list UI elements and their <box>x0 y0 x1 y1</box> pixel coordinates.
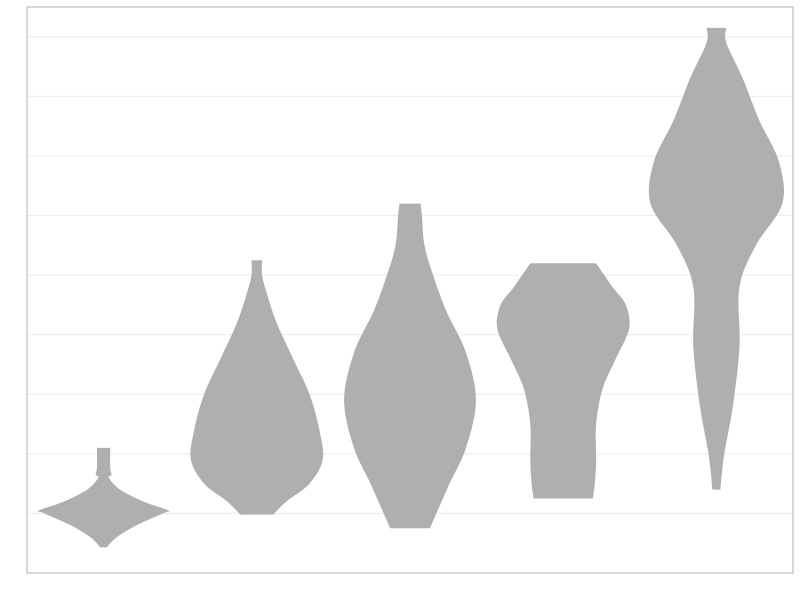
violin-1 <box>37 447 170 548</box>
violin-5 <box>648 27 784 490</box>
violin-2 <box>190 260 324 515</box>
violin-3 <box>344 203 476 529</box>
violins <box>37 27 784 548</box>
violin-4 <box>496 263 630 499</box>
plot-frame <box>26 6 794 574</box>
